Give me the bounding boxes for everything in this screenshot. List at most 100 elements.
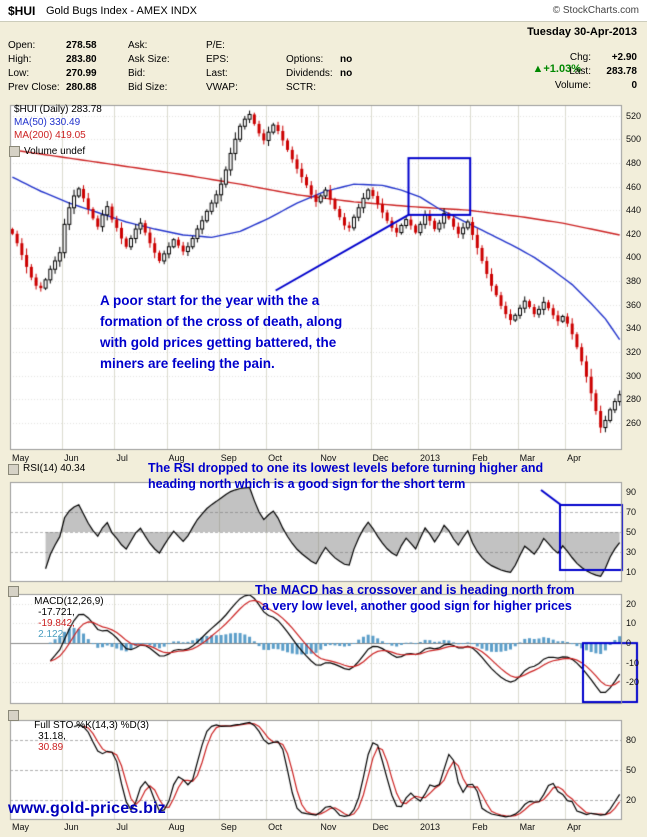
quote-field-value: 270.99 (66, 68, 97, 79)
quote-field-label: EPS: (206, 54, 229, 65)
price-axis-tick: 260 (626, 417, 642, 428)
month-label: Oct (268, 822, 283, 832)
volume-label: Volume: (554, 80, 591, 91)
price-axis-tick: 480 (626, 157, 642, 168)
percent-change-value: +1.03% (543, 63, 581, 75)
quote-field-value: no (340, 54, 353, 65)
macd-chart-canvas (0, 592, 647, 708)
sto-panel-icon (8, 710, 19, 721)
month-label: Aug (168, 822, 185, 832)
price-annotation-line3: with gold prices getting battered, the (100, 335, 337, 350)
macd-axis-tick: -20 (626, 677, 640, 688)
month-label: Jun (64, 453, 79, 463)
quote-field-label: High: (8, 54, 32, 65)
quote-field: Ask Size: (128, 54, 176, 65)
volume-icon (9, 146, 20, 157)
chart-title: Gold Bugs Index - AMEX INDX (46, 5, 198, 17)
quote-field-label: Open: (8, 40, 36, 51)
rsi-axis-tick: 50 (626, 527, 637, 537)
quote-field: Low: 270.99 (8, 68, 97, 79)
month-label: Apr (567, 822, 582, 832)
gold-prices-link[interactable]: www.gold-prices.biz (8, 800, 166, 817)
quote-field: VWAP: (206, 82, 244, 93)
rsi-legend: RSI(14) 40.34 (23, 463, 86, 474)
price-axis-tick: 460 (626, 181, 642, 192)
price-axis-tick: 440 (626, 205, 642, 216)
rsi-panel-icon (8, 464, 19, 475)
quote-date: Tuesday 30-Apr-2013 (527, 26, 637, 38)
quote-field: EPS: (206, 54, 244, 65)
price-axis-tick: 280 (626, 394, 642, 405)
stockcharts-copyright-link[interactable]: © StockCharts.com (552, 5, 639, 16)
price-legend-symbol: $HUI (Daily) 283.78 (14, 104, 102, 115)
sto-legend-label: Full STO %K(14,3) %D(3) (34, 720, 149, 731)
title-bar: $HUI Gold Bugs Index - AMEX INDX © Stock… (0, 0, 647, 22)
price-axis-tick: 340 (626, 323, 642, 334)
symbol: $HUI (8, 4, 36, 18)
month-label: Nov (320, 453, 337, 463)
quote-field-value: no (340, 68, 353, 79)
month-label: May (12, 822, 30, 832)
rsi-axis-tick: 30 (626, 547, 637, 557)
macd-legend-value-signal: -19.842, (38, 618, 75, 629)
rsi-annotation-line1: The RSI dropped to one its lowest levels… (148, 461, 544, 475)
macd-axis-tick: 20 (626, 598, 637, 609)
sto-legend-value-d: 30.89 (38, 742, 64, 753)
rsi-chart-canvas (0, 480, 647, 584)
macd-legend-value-hist: 2.122 (38, 629, 64, 640)
quote-field: Last: (206, 68, 244, 79)
sto-axis-tick: 20 (626, 795, 637, 805)
up-arrow-icon: ▲ (532, 63, 544, 75)
sto-axis-tick: 50 (626, 765, 637, 775)
macd-axis-tick: 0 (626, 638, 632, 649)
quote-field-value: 283.80 (66, 54, 97, 65)
rsi-axis-tick: 70 (626, 507, 637, 517)
macd-axis-tick: 10 (626, 618, 637, 629)
quote-field-label: VWAP: (206, 82, 238, 93)
sto-axis-tick: 80 (626, 735, 637, 745)
month-label: Mar (519, 822, 536, 832)
month-label: Jul (116, 453, 128, 463)
price-axis-tick: 420 (626, 228, 642, 239)
quote-field-label: Ask Size: (128, 54, 170, 65)
price-annotation-line4: miners are feeling the pain. (100, 356, 275, 371)
price-legend-ma200: MA(200) 419.05 (14, 130, 86, 141)
macd-annotation-line2: a very low level, another good sign for … (262, 599, 572, 613)
macd-panel-icon (8, 586, 19, 597)
quote-chg-row: Chg: +2.90 (570, 52, 637, 63)
month-label: Jul (116, 822, 128, 832)
price-legend-volume: Volume undef (24, 146, 86, 157)
quote-volume-row: Volume: 0 (555, 80, 637, 91)
month-label: Sep (220, 453, 237, 463)
price-chart-canvas (0, 103, 647, 453)
last-label: Last: (569, 66, 591, 77)
quote-field: Bid: (128, 68, 176, 79)
rsi-axis-tick: 10 (626, 567, 637, 577)
month-label: Dec (372, 453, 389, 463)
macd-annotation-line1: The MACD has a crossover and is heading … (255, 583, 575, 597)
quote-field-label: Options: (286, 54, 324, 65)
volume-value: 0 (631, 80, 637, 91)
price-axis-tick: 500 (626, 134, 642, 145)
price-axis-tick: 520 (626, 110, 642, 121)
month-label: Sep (220, 822, 237, 832)
price-legend-ma50: MA(50) 330.49 (14, 117, 81, 128)
quote-field: SCTR: (286, 82, 340, 93)
quote-field: Open: 278.58 (8, 40, 97, 51)
sto-legend: Full STO %K(14,3) %D(3) 31.18, 30.89 (23, 709, 149, 764)
month-label: 2013 (420, 822, 441, 832)
macd-axis-tick: -10 (626, 657, 640, 668)
price-axis-tick: 380 (626, 276, 642, 287)
rsi-annotation-line2: heading north which is a good sign for t… (148, 477, 466, 491)
month-label: May (12, 453, 30, 463)
quote-field-label: Prev Close: (8, 82, 60, 93)
macd-legend-value-macd: -17.721, (38, 607, 75, 618)
quote-last-row: Last: 283.78 (569, 66, 637, 77)
price-axis-tick: 360 (626, 299, 642, 310)
chg-value: +2.90 (611, 52, 637, 63)
month-label: Oct (268, 453, 283, 463)
month-label: Apr (567, 453, 582, 463)
month-label: Feb (472, 453, 488, 463)
quote-field: Dividends: no (286, 68, 352, 79)
